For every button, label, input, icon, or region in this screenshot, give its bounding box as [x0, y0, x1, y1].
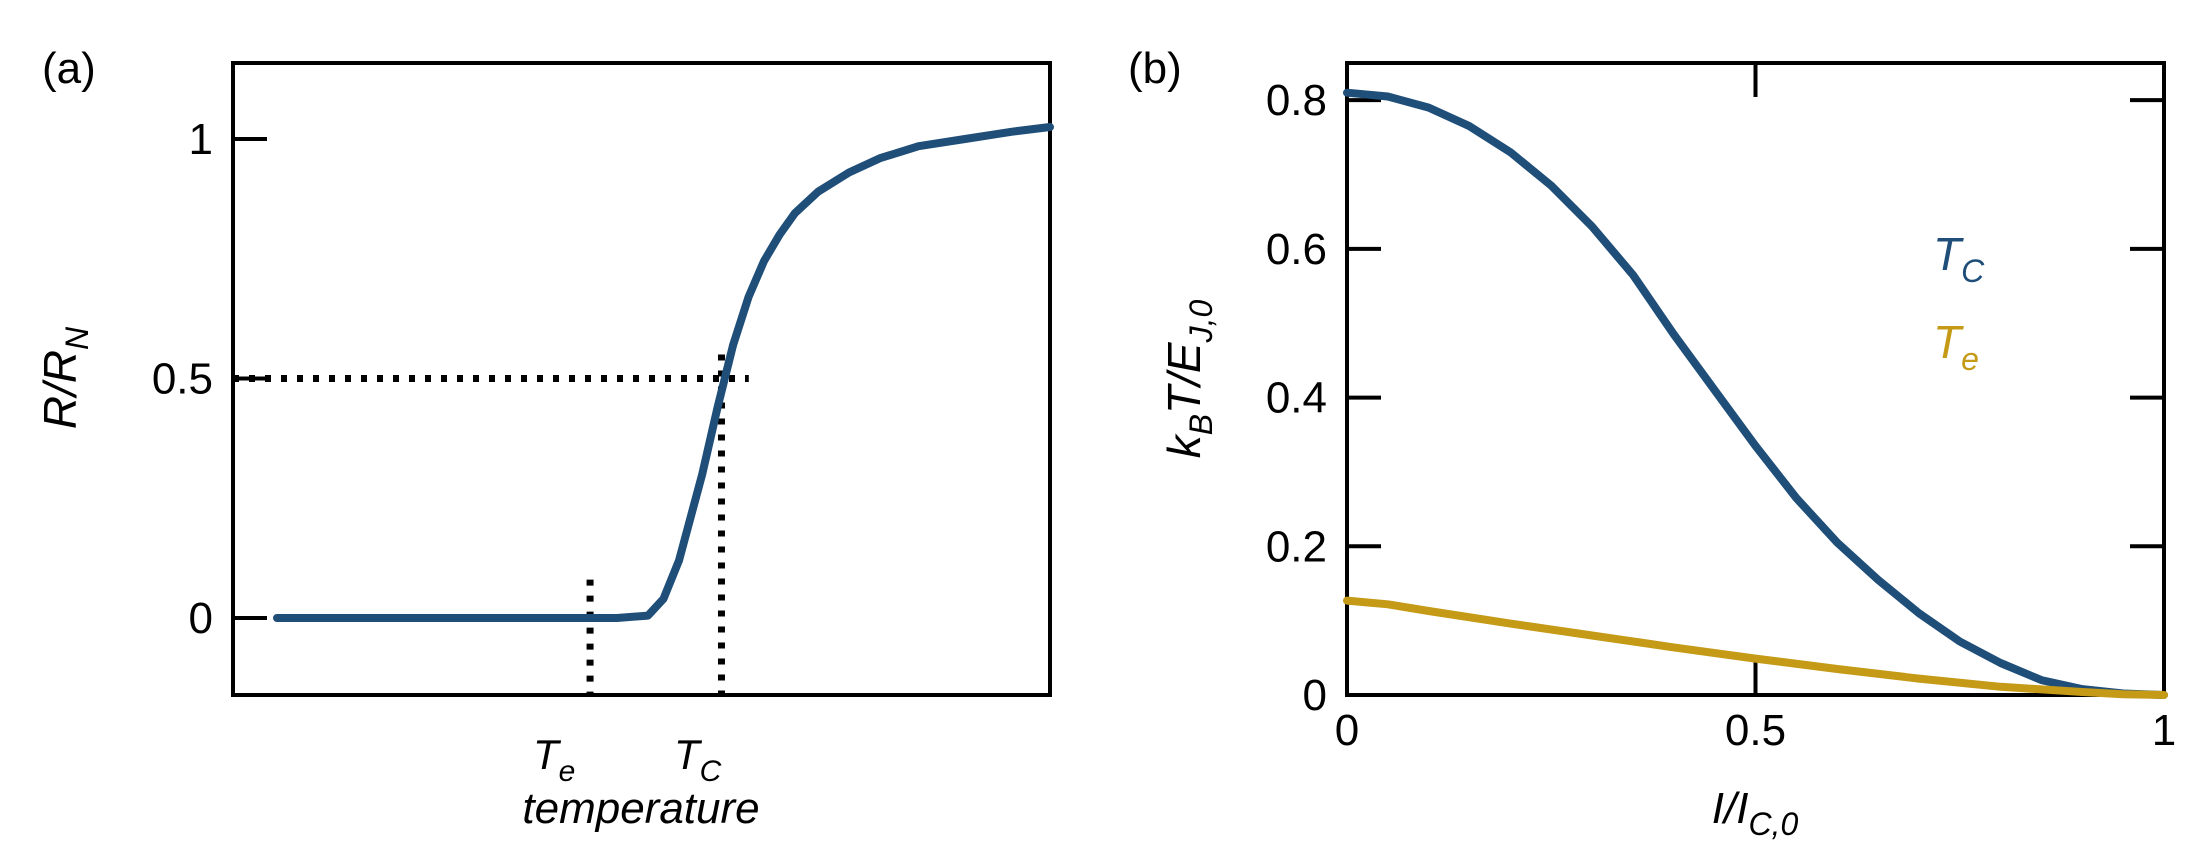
legend-te: Te	[1933, 316, 1979, 377]
panel-b-x-axis-label: I/IC,0	[1712, 784, 1799, 842]
panel-b-series	[1343, 88, 2168, 699]
panel-a-frame	[231, 61, 1052, 697]
panel-a-markers	[233, 354, 749, 695]
panel-a: (a) 00.51 Te TC temperature R/RN	[34, 44, 1054, 833]
panel-a-series-line	[273, 123, 1054, 622]
panel-b: (b) 0 0.5 1 0 0.2 0.4 0.6 0.8 TC Te I/IC,0 kBT/…	[1128, 44, 2176, 842]
tc-marker-label: TC	[674, 731, 722, 788]
panel-b-ticks: 0 0.5 1 0 0.2 0.4 0.6 0.8	[1266, 63, 2176, 755]
panel-a-label: (a)	[42, 44, 96, 93]
panel-a-y-tick-label: 0	[189, 594, 213, 643]
panel-a-y-tick-label: 1	[189, 115, 213, 164]
panel-a-y-axis-label: R/RN	[34, 326, 95, 429]
panel-b-frame	[1345, 61, 2166, 697]
series-line-tc	[1343, 88, 2168, 699]
panel-b-y-tick-label: 0	[1303, 671, 1327, 720]
panel-b-y-tick-label: 0.4	[1266, 374, 1327, 423]
te-marker-label: Te	[533, 731, 575, 788]
panel-b-x-tick-label: 0	[1335, 706, 1359, 755]
panel-b-y-tick-label: 0.8	[1266, 76, 1327, 125]
series-line-te	[1343, 596, 2168, 699]
panel-b-x-tick-label: 0.5	[1725, 706, 1786, 755]
legend-tc: TC	[1933, 228, 1985, 289]
panel-b-y-tick-label: 0.2	[1266, 522, 1327, 571]
panel-b-y-axis-label: kBT/EJ,0	[1158, 300, 1219, 459]
panel-b-label: (b)	[1128, 44, 1182, 93]
panel-a-y-ticks: 00.51	[152, 115, 267, 643]
panel-a-y-tick-label: 0.5	[152, 355, 213, 404]
panel-b-x-tick-label: 1	[2152, 706, 2176, 755]
panel-b-y-tick-label: 0.6	[1266, 225, 1327, 274]
panel-a-x-axis-label: temperature	[522, 784, 759, 833]
